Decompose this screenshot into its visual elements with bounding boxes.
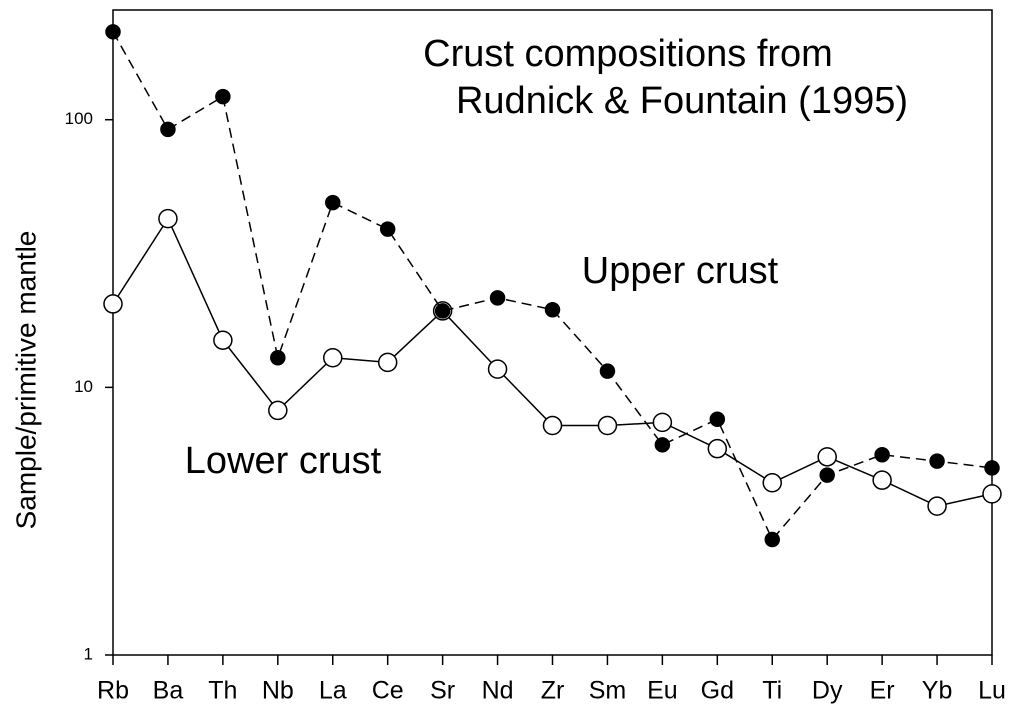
data-point bbox=[323, 348, 343, 368]
x-tick-label: Yb bbox=[922, 677, 953, 705]
x-tick-label: Rb bbox=[97, 677, 129, 705]
x-tick-label: Lu bbox=[978, 677, 1006, 705]
data-point bbox=[103, 294, 123, 314]
data-point bbox=[599, 363, 616, 379]
data-point bbox=[764, 531, 780, 548]
data-point bbox=[654, 437, 671, 453]
y-tick-label: 1 bbox=[84, 644, 93, 663]
data-point bbox=[707, 438, 728, 459]
data-point bbox=[105, 24, 121, 40]
data-point bbox=[268, 400, 288, 421]
data-point bbox=[379, 221, 396, 237]
data-point bbox=[487, 359, 508, 379]
x-tick-label: Sm bbox=[589, 677, 627, 705]
data-point bbox=[544, 301, 561, 318]
x-tick-label: Nb bbox=[262, 677, 294, 705]
data-point bbox=[874, 447, 890, 463]
data-point bbox=[762, 473, 782, 493]
data-point bbox=[434, 303, 451, 319]
data-point bbox=[982, 484, 1002, 504]
data-point bbox=[652, 412, 673, 433]
data-point bbox=[927, 496, 947, 516]
data-point bbox=[270, 350, 286, 366]
data-point bbox=[929, 453, 945, 469]
chart-title: Rudnick & Fountain (1995) bbox=[456, 80, 908, 122]
data-point bbox=[817, 447, 837, 467]
data-point bbox=[709, 411, 726, 428]
data-point bbox=[872, 470, 892, 490]
y-axis-label: Sample/primitive mantle bbox=[10, 231, 41, 530]
x-tick-label: Dy bbox=[812, 677, 843, 705]
x-tick-label: La bbox=[319, 677, 347, 705]
data-point bbox=[489, 290, 506, 306]
y-tick-label: 10 bbox=[74, 377, 93, 396]
chart-title: Crust compositions from bbox=[423, 33, 833, 75]
x-tick-label: Gd bbox=[701, 677, 734, 705]
data-point bbox=[597, 415, 618, 436]
x-tick-label: Eu bbox=[647, 677, 678, 705]
x-tick-label: Ti bbox=[762, 677, 782, 705]
data-point bbox=[984, 460, 1000, 476]
x-tick-label: Sr bbox=[430, 677, 455, 705]
data-point bbox=[213, 330, 233, 350]
x-tick-label: Er bbox=[870, 677, 895, 705]
data-point bbox=[325, 194, 341, 211]
x-tick-label: Ce bbox=[372, 677, 404, 705]
x-tick-label: Zr bbox=[541, 677, 565, 705]
data-point bbox=[160, 121, 176, 138]
data-point bbox=[215, 88, 231, 105]
x-tick-label: Th bbox=[208, 677, 237, 705]
series-line bbox=[112, 31, 993, 541]
series-label: Lower crust bbox=[185, 440, 382, 482]
data-point bbox=[542, 415, 563, 436]
x-tick-label: Nd bbox=[482, 677, 514, 705]
series-label: Upper crust bbox=[582, 250, 779, 292]
data-point bbox=[819, 467, 835, 483]
data-point bbox=[158, 208, 178, 229]
y-tick-label: 100 bbox=[65, 109, 93, 128]
x-tick-label: Ba bbox=[153, 677, 184, 705]
data-point bbox=[377, 352, 398, 373]
